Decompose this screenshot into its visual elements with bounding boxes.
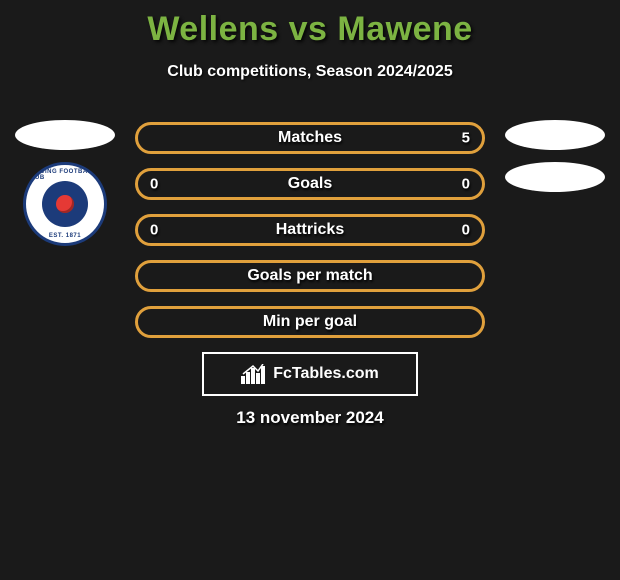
club-badge-inner (42, 181, 88, 227)
stat-row-hattricks: 0 Hattricks 0 (135, 214, 485, 246)
stat-label: Min per goal (263, 313, 357, 331)
stat-right-value: 5 (462, 130, 470, 147)
stat-left-value: 0 (150, 222, 158, 239)
stat-right-value: 0 (462, 176, 470, 193)
right-badge-column (500, 120, 610, 192)
left-badge-column: READING FOOTBALL CLUB EST. 1871 (10, 120, 120, 246)
placeholder-badge (505, 162, 605, 192)
stat-label: Goals per match (247, 267, 372, 285)
comparison-card: Wellens vs Mawene Club competitions, Sea… (0, 0, 620, 580)
page-title: Wellens vs Mawene (0, 0, 620, 49)
club-badge-bot-text: EST. 1871 (49, 233, 81, 239)
brand-footer: FcTables.com (202, 352, 418, 396)
placeholder-badge (15, 120, 115, 150)
brand-text: FcTables.com (273, 365, 379, 383)
stat-row-goals-per-match: Goals per match (135, 260, 485, 292)
club-badge-top-text: READING FOOTBALL CLUB (26, 169, 104, 181)
stat-right-value: 0 (462, 222, 470, 239)
stat-row-matches: Matches 5 (135, 122, 485, 154)
stat-row-goals: 0 Goals 0 (135, 168, 485, 200)
date-text: 13 november 2024 (0, 408, 620, 428)
bars-chart-icon (241, 364, 267, 384)
stat-label: Goals (288, 175, 332, 193)
stat-label: Hattricks (276, 221, 344, 239)
stat-row-min-per-goal: Min per goal (135, 306, 485, 338)
subtitle: Club competitions, Season 2024/2025 (0, 63, 620, 81)
stat-label: Matches (278, 129, 342, 147)
placeholder-badge (505, 120, 605, 150)
stats-list: Matches 5 0 Goals 0 0 Hattricks 0 Goals … (135, 122, 485, 338)
stat-left-value: 0 (150, 176, 158, 193)
club-badge-reading: READING FOOTBALL CLUB EST. 1871 (23, 162, 107, 246)
club-badge-ball-icon (56, 195, 74, 213)
